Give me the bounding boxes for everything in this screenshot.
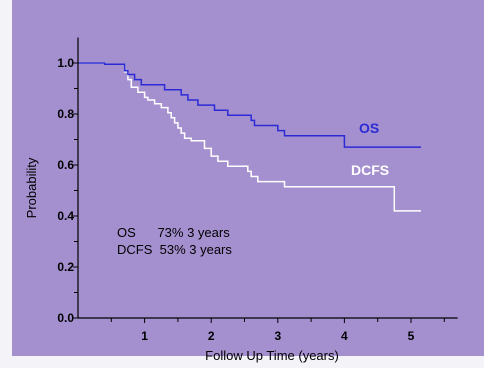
x-tick-label: 3 [274,329,281,343]
series-line-dcfs [78,62,421,212]
x-tick-label: 4 [341,329,348,343]
series-label-dcfs: DCFS [351,162,389,178]
series-line-os [78,62,421,148]
annotation-os: OS 73% 3 years [117,225,230,240]
chart-panel-background [12,0,484,356]
y-axis-title: Probability [24,157,39,218]
axes-group [77,37,458,319]
ticks-group: 1 2 3 4 5 0.0 0.2 0.4 0.6 0.8 1.0 [57,56,445,343]
y-tick-label: 0.0 [57,311,74,325]
y-tick-label: 1.0 [57,56,74,70]
series-label-os: OS [359,120,379,136]
x-axis-title: Follow Up Time (years) [205,348,339,363]
y-tick-label: 0.4 [57,209,74,223]
curves-group [78,62,421,212]
y-tick-label: 0.2 [57,260,74,274]
x-tick-label: 2 [208,329,215,343]
annotation-dcfs: DCFS 53% 3 years [117,242,232,257]
y-tick-label: 0.6 [57,158,74,172]
x-tick-label: 5 [408,329,415,343]
x-tick-label: 1 [141,329,148,343]
y-tick-label: 0.8 [57,107,74,121]
